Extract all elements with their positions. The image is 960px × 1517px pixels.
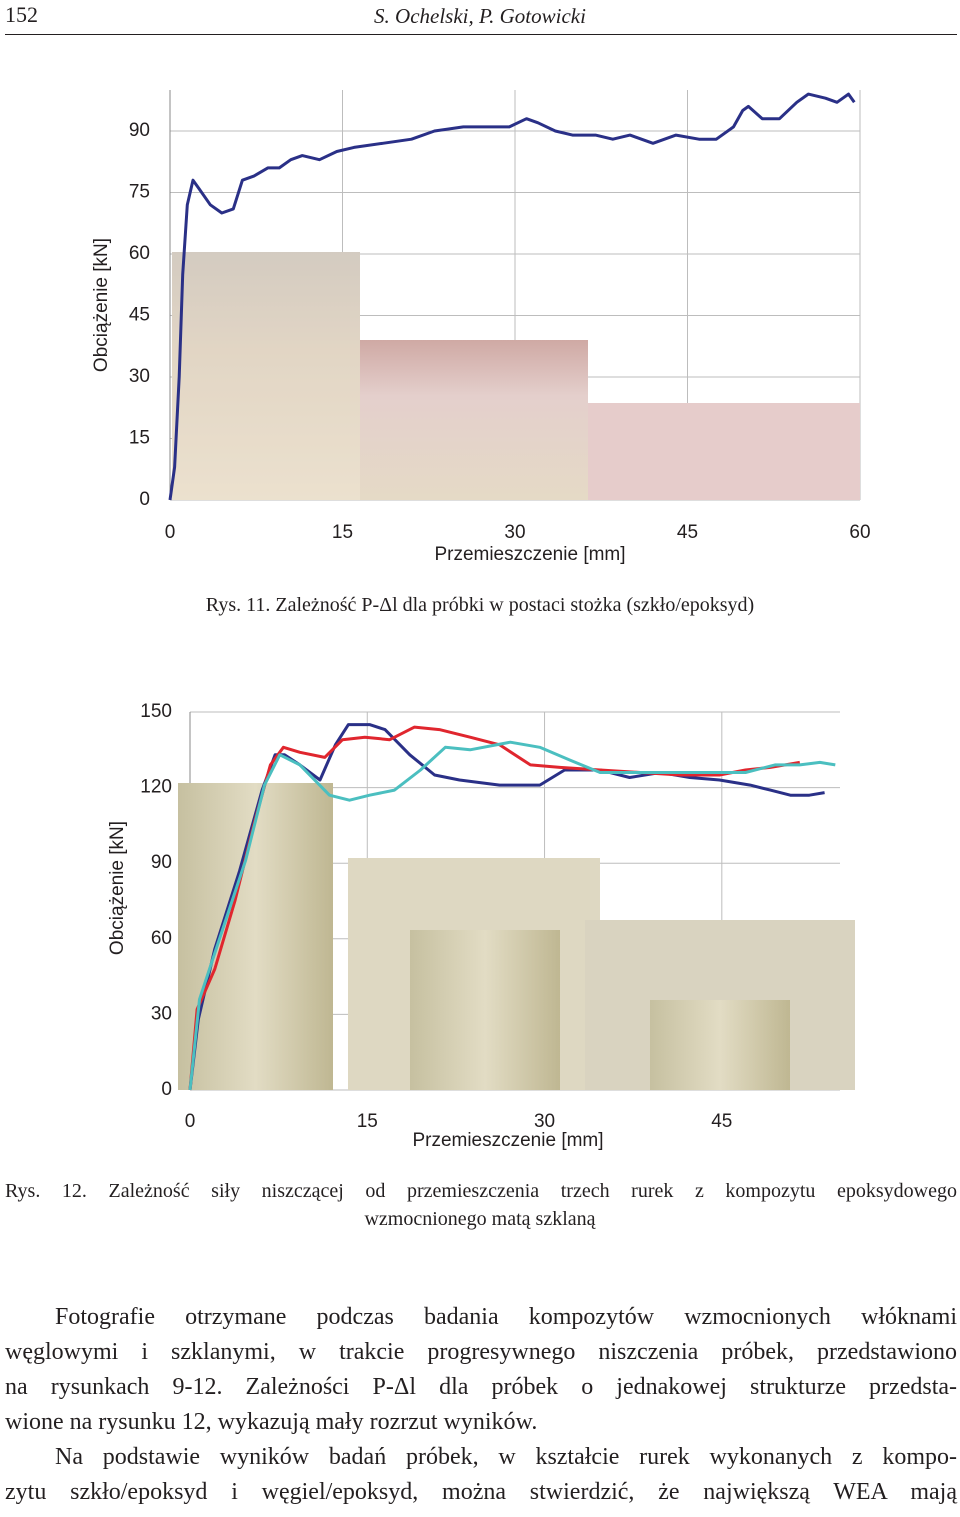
y-tick-label: 30 bbox=[151, 1003, 172, 1024]
y-tick-label: 150 bbox=[140, 701, 172, 722]
y-tick-label: 60 bbox=[151, 928, 172, 949]
y-tick-label: 90 bbox=[151, 852, 172, 873]
body-line: węglowymi i szklanymi, w trakcie progres… bbox=[5, 1339, 957, 1365]
body-line: na rysunkach 9-12. Zależności P-Δl dla p… bbox=[5, 1374, 957, 1400]
x-tick-label: 45 bbox=[677, 522, 698, 543]
x-tick-label: 15 bbox=[332, 522, 353, 543]
x-tick-label: 60 bbox=[849, 522, 870, 543]
y-tick-label: 60 bbox=[129, 243, 150, 264]
x-tick-label: 30 bbox=[534, 1111, 555, 1132]
y-axis-title: Obciążenie [kN] bbox=[91, 238, 112, 372]
body-line: wione na rysunku 12, wykazują mały rozrz… bbox=[5, 1409, 538, 1435]
photo bbox=[650, 1000, 790, 1090]
caption: wzmocnionego matą szklaną bbox=[364, 1208, 596, 1230]
y-tick-label: 120 bbox=[140, 777, 172, 798]
x-tick-label: 45 bbox=[711, 1111, 732, 1132]
x-axis-title: Przemieszczenie [mm] bbox=[412, 1130, 603, 1151]
x-axis-title: Przemieszczenie [mm] bbox=[434, 544, 625, 565]
caption: Rys. 11. Zależność P-Δl dla próbki w pos… bbox=[205, 594, 755, 616]
photo bbox=[360, 340, 588, 500]
caption: Rys. 12. Zależność siły niszczącej od pr… bbox=[5, 1180, 957, 1202]
running-head: S. Ochelski, P. Gotowicki bbox=[374, 4, 586, 28]
y-tick-label: 75 bbox=[129, 182, 150, 203]
y-tick-label: 30 bbox=[129, 366, 150, 387]
data-line bbox=[168, 92, 856, 501]
photo bbox=[178, 783, 333, 1090]
photo-bg bbox=[172, 252, 360, 500]
y-tick-label: 90 bbox=[129, 120, 150, 141]
header-rule bbox=[5, 34, 957, 35]
photo bbox=[410, 930, 560, 1090]
y-tick-label: 0 bbox=[139, 489, 150, 510]
data-line bbox=[188, 740, 836, 1091]
x-tick-label: 30 bbox=[504, 522, 525, 543]
y-tick-label: 45 bbox=[129, 305, 150, 326]
body-line: Na podstawie wyników badań próbek, w ksz… bbox=[55, 1444, 957, 1470]
photo bbox=[172, 252, 360, 500]
y-tick-label: 0 bbox=[161, 1079, 172, 1100]
body-line: zytu szkło/epoksyd i węgiel/epoksyd, moż… bbox=[5, 1479, 957, 1505]
photos bbox=[172, 252, 860, 1090]
photo bbox=[588, 403, 860, 500]
y-tick-label: 15 bbox=[129, 428, 150, 449]
y-axis-title: Obciążenie [kN] bbox=[107, 821, 128, 955]
plot-foreground: 0 15 30 45 60 75 90 0 15 30 45 60 Przemieszczenie [m… bbox=[91, 92, 871, 1151]
x-tick-label: 0 bbox=[165, 522, 176, 543]
x-tick-label: 0 bbox=[185, 1111, 196, 1132]
page-number: 152 bbox=[5, 2, 38, 27]
body-line: Fotografie otrzymane podczas badania kom… bbox=[55, 1304, 957, 1330]
x-tick-label: 15 bbox=[357, 1111, 378, 1132]
